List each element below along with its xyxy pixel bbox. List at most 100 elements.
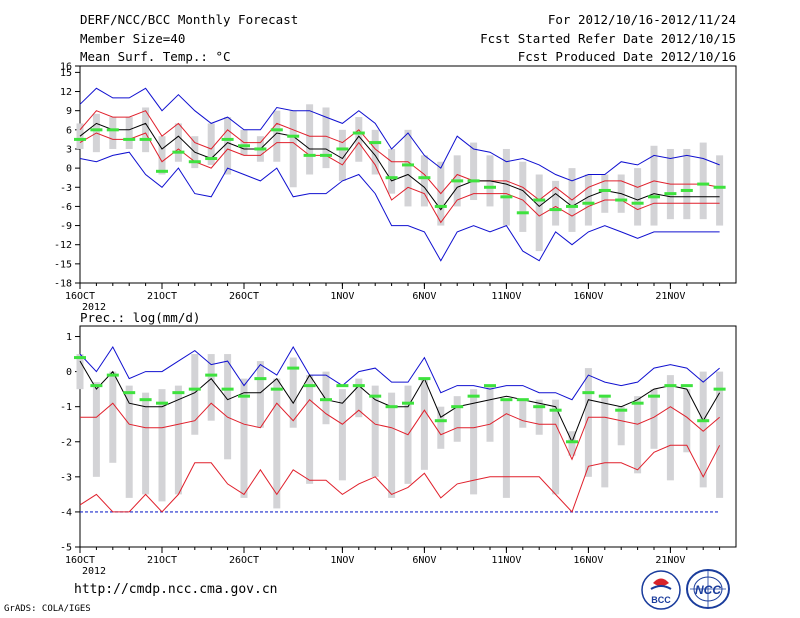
ensemble-box-temp <box>207 123 215 165</box>
observed-marker-temp <box>598 188 611 192</box>
ensemble-box-prec <box>683 389 691 453</box>
observed-marker-prec <box>74 356 86 360</box>
y-tick-label-temp: 6 <box>66 125 72 136</box>
observed-marker-prec <box>254 377 267 381</box>
ensemble-box-temp <box>716 155 724 226</box>
forecast-started-label: Fcst Started Refer Date 2012/10/15 <box>480 31 736 46</box>
ensemble-box-prec <box>174 385 182 495</box>
ensemble-box-prec <box>306 375 314 484</box>
observed-marker-temp <box>156 169 168 173</box>
ensemble-box-prec <box>207 354 215 421</box>
observed-marker-temp <box>664 192 677 196</box>
observed-marker-temp <box>90 128 103 132</box>
ensemble-box-temp <box>519 161 527 232</box>
y-tick-label-temp: -9 <box>60 221 72 232</box>
y-tick-label-temp: -3 <box>60 183 72 194</box>
observed-marker-prec <box>156 401 168 405</box>
observed-marker-prec <box>631 401 644 405</box>
ensemble-box-temp <box>584 174 592 226</box>
observed-marker-temp <box>418 176 431 180</box>
observed-marker-prec <box>434 419 447 423</box>
ensemble-box-prec <box>355 378 363 418</box>
source-url[interactable]: http://cmdp.ncc.cma.gov.cn <box>74 582 278 597</box>
observed-marker-prec <box>713 387 726 391</box>
observed-marker-temp <box>533 198 546 202</box>
observed-marker-temp <box>270 128 283 132</box>
ensemble-box-prec <box>92 382 100 477</box>
series-lower-line-prec <box>79 444 721 513</box>
observed-marker-temp <box>402 163 414 167</box>
observed-marker-prec <box>123 391 136 395</box>
ensemble-box-temp <box>273 110 281 162</box>
y-tick-label-temp: 12 <box>60 87 72 98</box>
member-size-label: Member Size=40 <box>80 31 186 46</box>
observed-marker-temp <box>549 208 562 212</box>
ensemble-box-prec <box>109 371 117 463</box>
observed-marker-temp <box>697 182 710 186</box>
observed-marker-temp <box>188 160 201 164</box>
observed-marker-prec <box>598 394 611 398</box>
series-min-line-temp <box>79 151 720 262</box>
y-tick-label-temp: 15 <box>60 68 72 79</box>
ensemble-box-prec <box>502 399 510 498</box>
ensemble-box-temp <box>650 145 658 226</box>
y-tick-label-temp: 0 <box>66 164 72 175</box>
observed-marker-temp <box>500 195 513 199</box>
ensemble-box-prec <box>273 378 281 509</box>
observed-marker-temp <box>336 147 349 151</box>
ensemble-box-prec <box>76 354 84 390</box>
observed-marker-temp <box>451 179 464 183</box>
series-mean-line-prec <box>79 360 721 444</box>
forecast-period-label: For 2012/10/16-2012/11/24 <box>547 12 736 27</box>
ensemble-box-temp <box>404 129 412 207</box>
ensemble-box-prec <box>699 371 707 488</box>
observed-marker-prec <box>418 377 431 381</box>
y-tick-label-prec: -4 <box>60 507 72 518</box>
ensemble-box-prec <box>158 389 166 502</box>
ensemble-box-temp <box>355 117 363 162</box>
ensemble-box-temp <box>322 107 330 169</box>
y-tick-label-prec: 0 <box>66 367 72 378</box>
x-tick-label-prec: 16OCT <box>65 555 95 566</box>
ensemble-box-prec <box>716 371 724 498</box>
y-tick-label-temp: -12 <box>54 240 72 251</box>
bcc-logo: BCC <box>641 570 681 610</box>
observed-marker-temp <box>385 176 398 180</box>
y-tick-label-temp: 9 <box>66 106 72 117</box>
observed-marker-temp <box>648 195 660 199</box>
ensemble-box-prec <box>617 406 625 446</box>
observed-marker-temp <box>566 204 578 208</box>
ncc-logo: NCC <box>686 569 730 609</box>
ensemble-box-prec <box>666 375 674 481</box>
ensemble-box-prec <box>240 378 248 498</box>
ensemble-box-prec <box>552 399 560 495</box>
ensemble-box-temp <box>224 117 232 175</box>
variable-label-precipitation: Prec.: log(mm/d) <box>80 310 200 325</box>
observed-marker-prec <box>648 394 660 398</box>
observed-marker-prec <box>664 384 677 388</box>
observed-marker-temp <box>582 201 595 205</box>
ensemble-box-prec <box>650 389 658 449</box>
observed-marker-temp <box>221 137 234 141</box>
observed-marker-prec <box>205 373 218 377</box>
chart-title: DERF/NCC/BCC Monthly Forecast <box>80 12 299 27</box>
ensemble-box-temp <box>174 123 182 162</box>
observed-marker-prec <box>287 366 300 370</box>
series-mean-line-temp <box>79 122 720 211</box>
x-tick-label-prec: 1NOV <box>330 555 354 566</box>
observed-marker-temp <box>680 188 693 192</box>
ensemble-box-prec <box>437 406 445 449</box>
y-tick-label-temp: -18 <box>54 279 72 290</box>
observed-marker-temp <box>615 198 628 202</box>
observed-marker-prec <box>500 398 513 402</box>
observed-marker-temp <box>139 137 152 141</box>
x-tick-label-temp: 16OCT <box>65 291 95 302</box>
observed-marker-temp <box>369 141 382 145</box>
x-tick-label-temp: 26OCT <box>229 291 259 302</box>
x-tick-label-prec: 16NOV <box>573 555 603 566</box>
ensemble-box-prec <box>634 396 642 474</box>
ncc-logo-text: NCC <box>695 583 721 597</box>
y-tick-label-temp: -6 <box>60 202 72 213</box>
x-tick-label-temp: 16NOV <box>573 291 603 302</box>
